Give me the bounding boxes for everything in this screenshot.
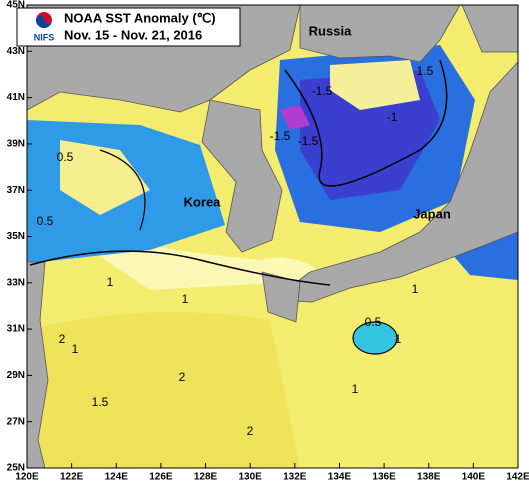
contour-label: 1	[352, 382, 359, 396]
y-tick-label: 31N	[7, 324, 25, 335]
map-area	[27, 5, 518, 468]
sea-warm-deep	[27, 312, 300, 468]
sea-mild	[330, 60, 420, 110]
land-korea	[201, 99, 283, 253]
place-name: Korea	[184, 194, 222, 209]
contour-label: 2	[247, 424, 254, 438]
contour-label: -1.5	[312, 84, 333, 98]
y-tick-label: 33N	[7, 277, 25, 288]
contour-line	[99, 149, 146, 231]
x-tick-label: 140E	[462, 472, 486, 483]
x-tick-label: 122E	[60, 472, 84, 483]
y-tick-label: 25N	[7, 463, 25, 474]
x-tick-label: 128E	[194, 472, 218, 483]
contour-line	[284, 59, 448, 187]
logo-text: NIFS	[34, 32, 55, 42]
x-tick-label: 120E	[15, 472, 39, 483]
contour-label: 1	[72, 342, 79, 356]
y-tick-label: 39N	[7, 139, 25, 150]
sea-mild	[60, 140, 150, 215]
contour-label: 1.5	[417, 64, 434, 78]
x-tick-label: 132E	[283, 472, 307, 483]
x-tick-label: 134E	[328, 472, 352, 483]
contour-label: 1	[182, 292, 189, 306]
y-tick-label: 41N	[7, 92, 25, 103]
x-tick-label: 142E	[506, 472, 529, 483]
y-tick-label: 45N	[7, 0, 25, 11]
contour-label: 1.5	[92, 395, 109, 409]
contour-label: -1.5	[298, 134, 319, 148]
contour-label: 1	[395, 332, 402, 346]
y-tick-label: 37N	[7, 185, 25, 196]
sea-cold-patch	[353, 322, 397, 354]
y-tick-label: 35N	[7, 231, 25, 242]
contour-label: 2	[179, 370, 186, 384]
land-china-coast	[27, 261, 49, 468]
x-tick-label: 138E	[417, 472, 441, 483]
contour-label: -1	[387, 110, 398, 124]
contour-label: 0.5	[37, 214, 54, 228]
title-panel	[16, 7, 241, 47]
title: NOAA SST Anomaly (℃)	[64, 10, 216, 25]
period: Nov. 15 - Nov. 21, 2016	[64, 27, 202, 42]
y-tick-label: 29N	[7, 370, 25, 381]
y-tick-label: 27N	[7, 416, 25, 427]
logo-part	[36, 16, 52, 28]
land-hokkaido	[461, 5, 518, 53]
place-name: Russia	[309, 23, 352, 38]
contour-label: 1	[107, 275, 114, 289]
contour-label: -1.5	[270, 129, 291, 143]
contour-line	[29, 250, 331, 286]
contour-line	[352, 321, 398, 355]
contour-label: 0.5	[365, 315, 382, 329]
contour-label: 0.5	[57, 150, 74, 164]
sea-extreme-cold	[280, 105, 310, 130]
place-name: Japan	[413, 206, 451, 221]
contour-label: 1	[412, 282, 419, 296]
contour-label: 2	[59, 332, 66, 346]
land-russia	[299, 5, 461, 63]
land-japan	[270, 61, 518, 303]
x-tick-label: 130E	[239, 472, 263, 483]
x-tick-label: 126E	[149, 472, 173, 483]
x-tick-label: 124E	[105, 472, 129, 483]
title-box: NIFS NOAA SST Anomaly (℃) Nov. 15 - Nov.…	[16, 7, 241, 47]
x-tick-label: 136E	[372, 472, 396, 483]
y-tick-label: 43N	[7, 46, 25, 57]
